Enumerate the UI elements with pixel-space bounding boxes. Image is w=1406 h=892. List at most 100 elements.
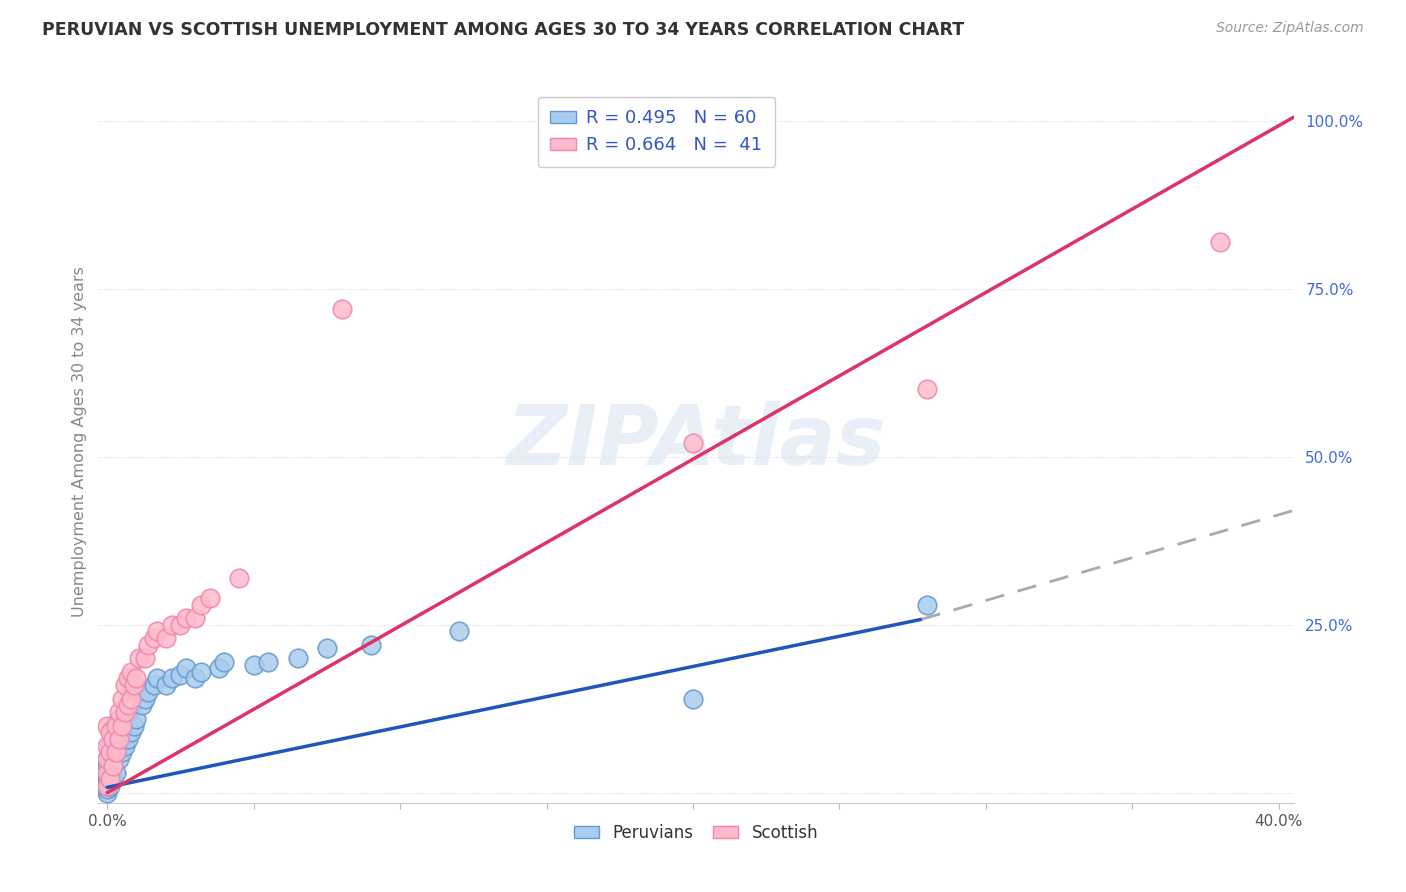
Y-axis label: Unemployment Among Ages 30 to 34 years: Unemployment Among Ages 30 to 34 years (72, 266, 87, 617)
Point (143, 678, 166, 692)
Point (155, 678, 177, 692)
Point (101, 772, 124, 787)
Point (120, 691, 142, 706)
Point (101, 745, 124, 759)
Point (242, 658, 264, 673)
Point (101, 731, 124, 746)
Point (228, 571, 250, 585)
Point (160, 672, 183, 686)
Point (1209, 235, 1232, 249)
Point (98, 725, 121, 739)
Point (190, 598, 212, 612)
Point (120, 725, 142, 739)
Point (122, 718, 145, 732)
Point (447, 624, 470, 639)
Point (114, 678, 136, 692)
Point (198, 591, 221, 605)
Point (155, 631, 177, 645)
Point (108, 752, 131, 766)
Point (214, 655, 236, 669)
Point (360, 638, 382, 652)
Point (96, 786, 118, 800)
Point (136, 685, 159, 699)
Point (111, 718, 134, 732)
Point (682, 436, 704, 450)
Point (114, 705, 136, 719)
Point (117, 705, 139, 719)
Text: ZIPAtlas: ZIPAtlas (506, 401, 886, 482)
Point (98, 759, 121, 773)
Point (111, 745, 134, 759)
Point (117, 698, 139, 713)
Point (174, 611, 197, 625)
Point (105, 745, 127, 759)
Point (98, 779, 121, 793)
Point (117, 731, 139, 746)
Point (169, 617, 191, 632)
Point (917, 383, 939, 397)
Point (105, 725, 127, 739)
Point (117, 672, 139, 686)
Point (101, 759, 124, 773)
Point (128, 651, 150, 665)
Point (120, 665, 142, 679)
Point (108, 731, 131, 746)
Point (96, 779, 118, 793)
Point (184, 611, 207, 625)
Point (96, 759, 118, 773)
Point (146, 672, 169, 686)
Point (108, 705, 131, 719)
Point (101, 759, 124, 773)
Point (207, 661, 229, 675)
Point (917, 598, 939, 612)
Point (98, 765, 121, 780)
Point (174, 661, 197, 675)
Point (98, 772, 121, 787)
Point (169, 668, 191, 682)
Point (96, 772, 118, 787)
Point (96, 762, 118, 776)
Point (184, 672, 207, 686)
Point (96, 718, 118, 732)
Point (101, 718, 124, 732)
Point (96, 752, 118, 766)
Point (190, 665, 212, 679)
Point (120, 698, 142, 713)
Point (125, 712, 148, 726)
Point (98, 752, 121, 766)
Point (96, 739, 118, 753)
Point (105, 718, 127, 732)
Point (131, 698, 153, 713)
Point (111, 691, 134, 706)
Point (96, 775, 118, 789)
Point (111, 718, 134, 732)
Point (160, 617, 183, 632)
Point (114, 739, 136, 753)
Point (108, 712, 131, 726)
Point (98, 745, 121, 759)
Point (96, 765, 118, 780)
Point (287, 651, 309, 665)
Point (143, 631, 166, 645)
Point (96, 765, 118, 780)
Point (96, 752, 118, 766)
Text: Source: ZipAtlas.com: Source: ZipAtlas.com (1216, 21, 1364, 35)
Point (122, 678, 145, 692)
Point (330, 301, 353, 316)
Point (98, 772, 121, 787)
Point (136, 638, 159, 652)
Point (108, 731, 131, 746)
Point (98, 745, 121, 759)
Point (315, 641, 337, 656)
Point (96, 782, 118, 797)
Point (146, 624, 169, 639)
Point (125, 685, 148, 699)
Point (105, 745, 127, 759)
Text: PERUVIAN VS SCOTTISH UNEMPLOYMENT AMONG AGES 30 TO 34 YEARS CORRELATION CHART: PERUVIAN VS SCOTTISH UNEMPLOYMENT AMONG … (42, 21, 965, 38)
Point (134, 651, 156, 665)
Point (125, 672, 148, 686)
Point (98, 739, 121, 753)
Point (257, 655, 280, 669)
Point (101, 731, 124, 746)
Point (96, 769, 118, 783)
